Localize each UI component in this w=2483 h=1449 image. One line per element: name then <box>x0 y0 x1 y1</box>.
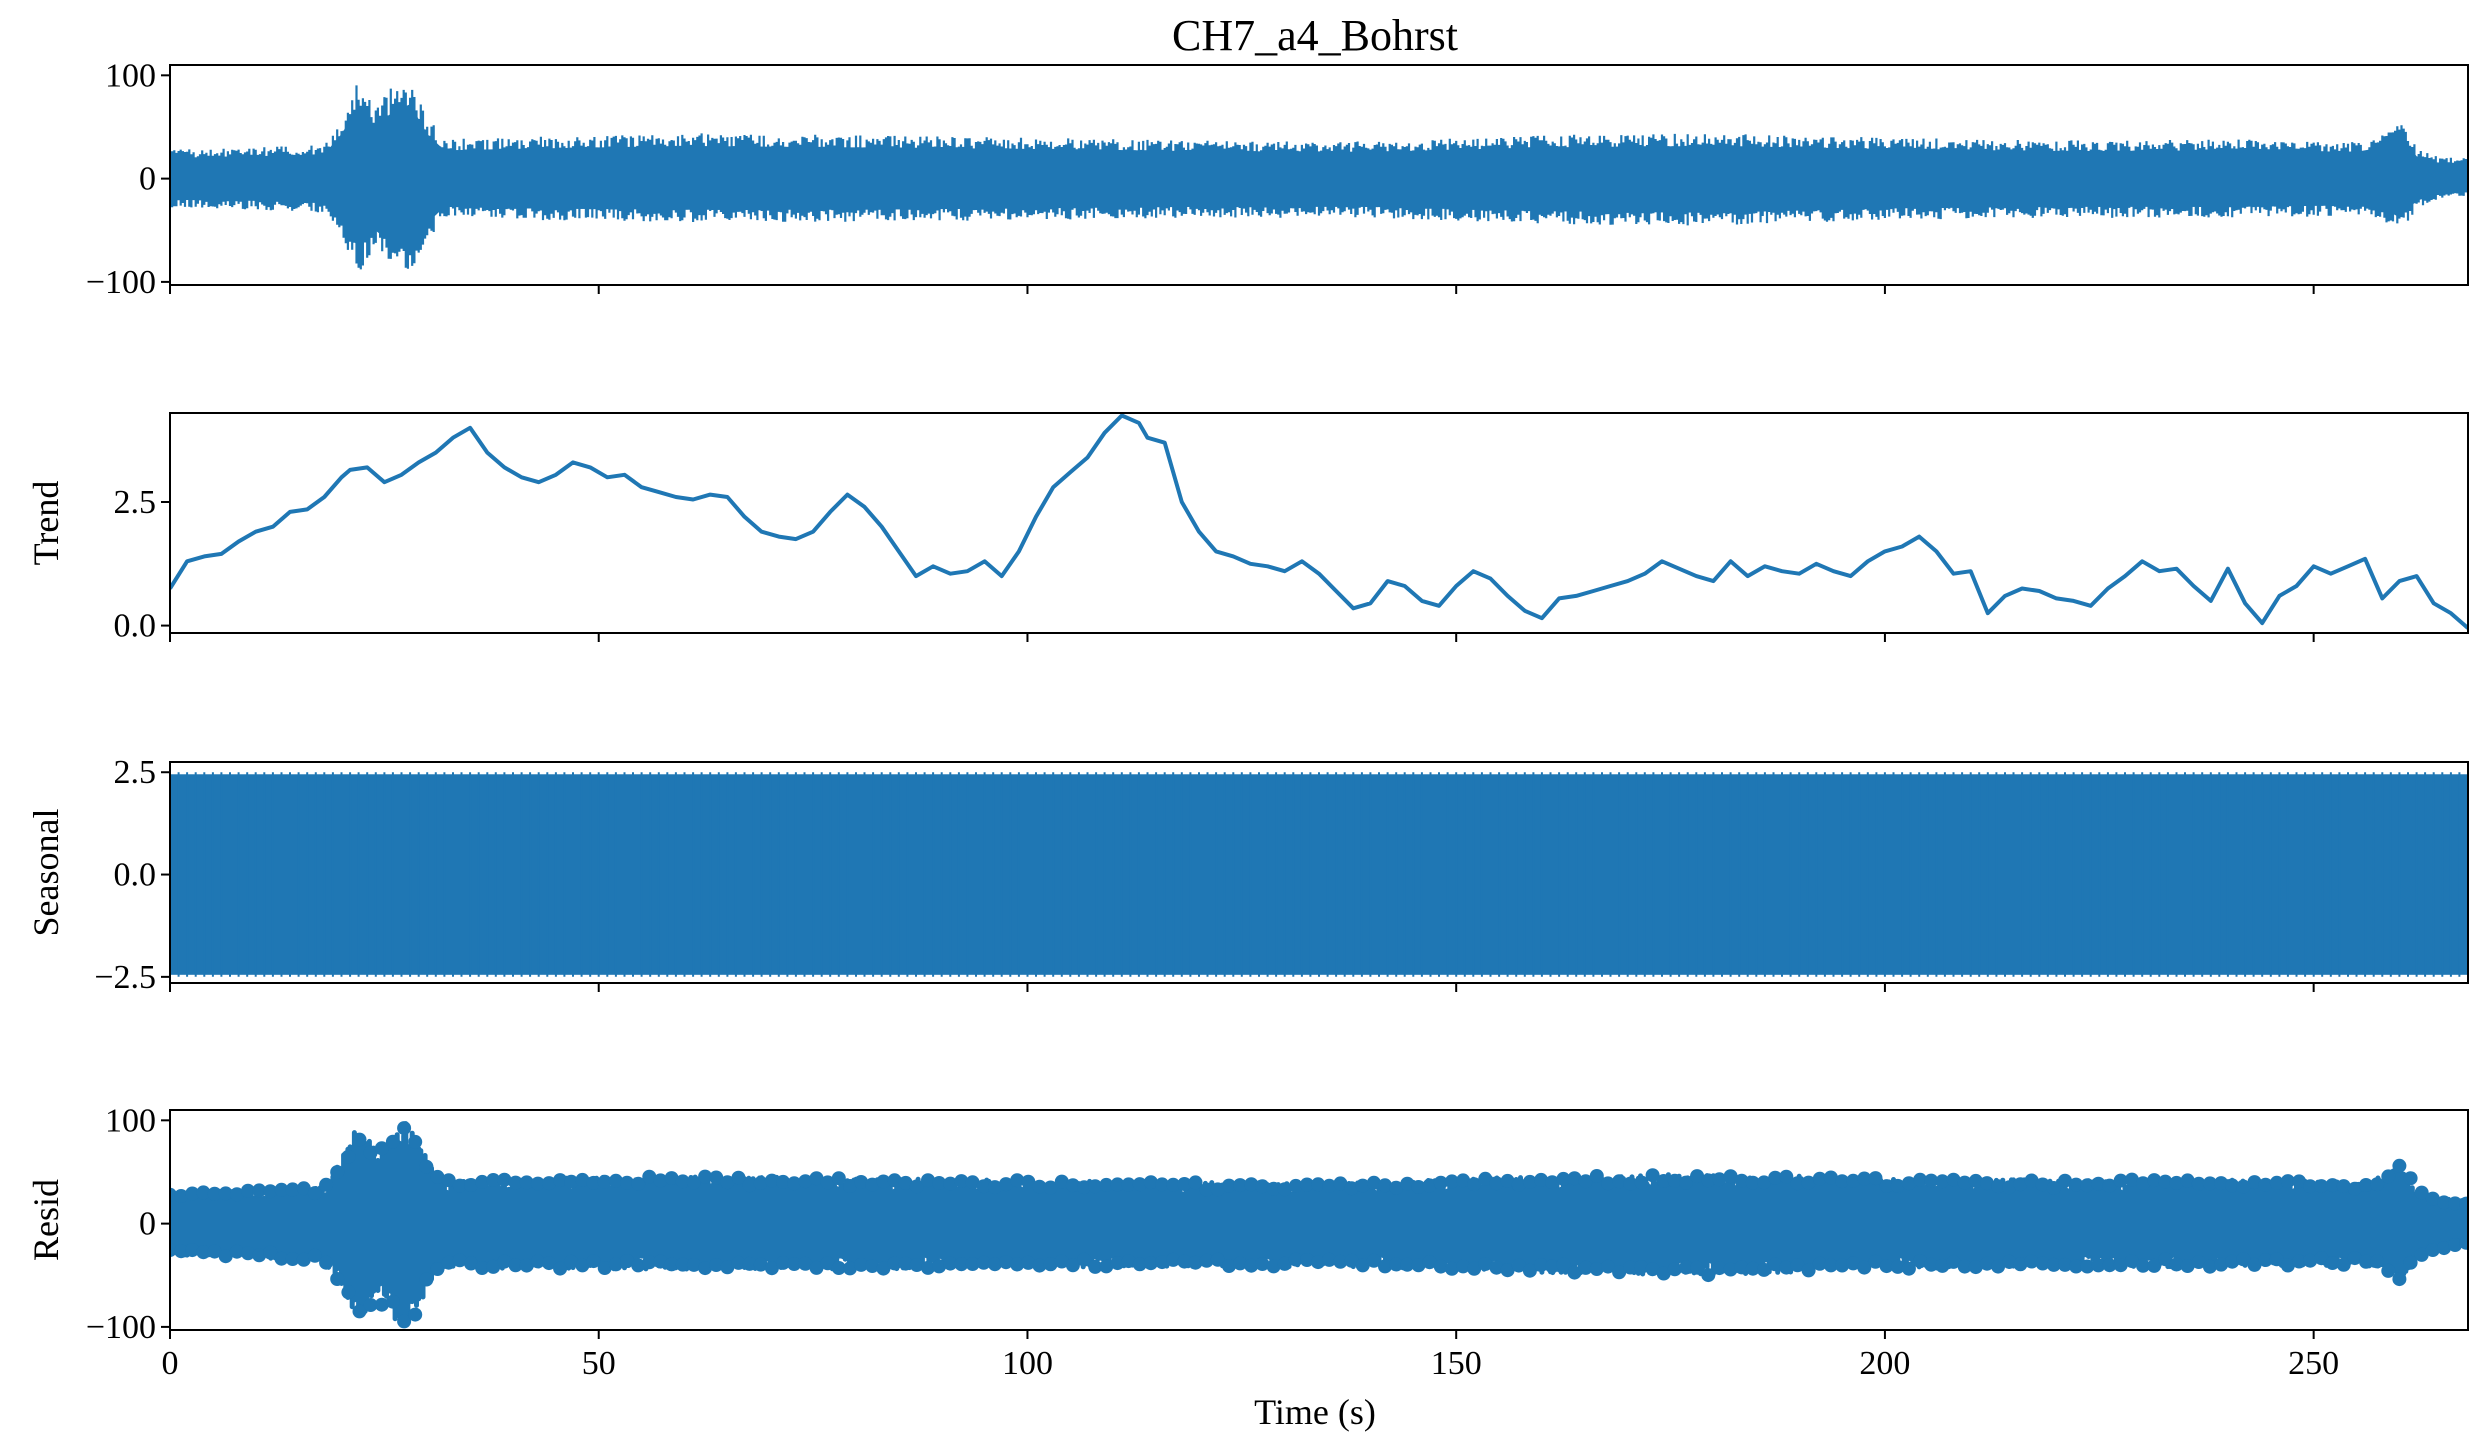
resid-signal <box>170 1121 2468 1326</box>
y-tick-label: −2.5 <box>94 959 156 996</box>
y-tick-label: −100 <box>86 1309 156 1346</box>
y-axis-label-seasonal: Seasonal <box>26 809 66 937</box>
y-axis-label-resid: Resid <box>26 1179 66 1261</box>
y-tick-label: 0.0 <box>114 857 157 894</box>
x-tick-label: 250 <box>2288 1345 2339 1382</box>
resid-axes-frame <box>169 1109 2469 1331</box>
x-tick-label: 0 <box>162 1345 179 1382</box>
subplot-seasonal: 2.5 0.0 −2.5 Seasonal <box>26 754 2469 996</box>
x-axis-label: Time (s) <box>1254 1392 1376 1432</box>
x-tick-label: 50 <box>582 1345 616 1382</box>
subplot-stack: 1000−1002.50.0Trend2.50.0−2.5Seasonal100… <box>26 57 2469 1382</box>
resid-series <box>170 1121 2468 1329</box>
y-tick-label: 2.5 <box>114 754 157 791</box>
y-tick-label: 0.0 <box>114 608 157 645</box>
trend-axes-frame <box>169 412 2469 634</box>
y-tick-label: 0 <box>139 161 156 198</box>
x-tick-label: 150 <box>1431 1345 1482 1382</box>
chart-title: CH7_a4_Bohrst <box>1172 11 1458 60</box>
observed-axes-frame <box>169 64 2469 286</box>
y-tick-label: 0 <box>139 1206 156 1243</box>
trend-series <box>170 413 2468 630</box>
y-tick-label: 100 <box>105 57 156 94</box>
y-axis-label-trend: Trend <box>26 481 66 566</box>
observed-series <box>170 85 2468 270</box>
x-tick-label: 200 <box>1859 1345 1910 1382</box>
y-tick-label: −100 <box>86 264 156 301</box>
subplot-trend: 2.5 0.0 Trend <box>26 412 2469 645</box>
seasonal-series <box>170 772 2468 977</box>
seasonal-axes-frame <box>169 761 2469 984</box>
y-tick-label: 100 <box>105 1102 156 1139</box>
x-tick-label: 100 <box>1002 1345 1053 1382</box>
subplot-observed: 100 0 −100 <box>86 57 2469 301</box>
observed-signal <box>170 85 2468 270</box>
y-tick-label: 2.5 <box>114 484 157 521</box>
trend-line <box>170 413 2468 630</box>
